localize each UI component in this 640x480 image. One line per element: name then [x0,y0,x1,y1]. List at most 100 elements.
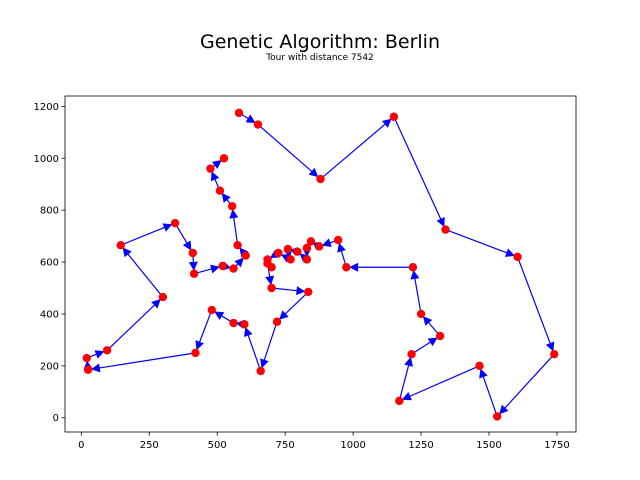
city-point [416,309,426,319]
city-point [283,244,293,254]
tour-arrowhead [321,238,332,247]
city-point [206,164,215,173]
tour-arrowhead [410,270,420,280]
tour-edge [120,226,165,246]
x-tick-label: 1750 [544,440,569,451]
city-point [219,154,229,163]
tour-edge [263,321,278,361]
tour-edge [393,116,442,220]
city-point [191,348,200,358]
tour-edge [284,291,309,315]
tour-edge [414,278,422,315]
y-tick-label: 0 [53,413,59,424]
tour-arrowhead [422,316,433,326]
tour-edge [127,253,164,298]
city-point [256,366,265,376]
city-point [316,174,325,184]
tour-arrowhead [245,114,256,124]
city-points [82,108,559,421]
city-point [227,202,237,211]
tour-edge [233,217,239,246]
tour-edge [199,309,213,343]
x-tick-label: 1500 [476,440,501,451]
x-tick-label: 1000 [340,440,365,451]
city-point [302,255,312,264]
tour-arrowhead [122,247,132,258]
tour-arrowhead [188,261,198,271]
tour-arrowhead [211,159,222,169]
city-point [170,218,180,228]
tour-arrowhead [436,217,445,228]
city-point [215,186,225,195]
city-point [492,412,502,421]
tour-edge [106,304,155,351]
city-point [274,248,283,258]
x-tick-label: 750 [276,440,295,451]
tour-edge [257,124,313,172]
city-point [306,237,316,246]
city-point [189,269,199,278]
tour-arrowhead [182,240,192,251]
y-tick-label: 200 [40,361,59,372]
tour-arrowhead [504,248,515,257]
tour-arrowhead [90,363,101,373]
tour-arrowhead [404,356,413,367]
plot-area [82,108,559,421]
y-tick-label: 1000 [34,154,59,165]
city-point [233,240,242,250]
city-point [218,261,227,271]
tour-arrowhead [260,358,269,369]
city-point [229,264,238,273]
city-point [342,263,351,272]
city-point [229,318,238,328]
tour-arrowhead [545,341,555,352]
chart-title: Genetic Algorithm: Berlin [200,31,440,53]
city-point [234,108,244,118]
city-point [304,287,313,297]
city-point [314,242,324,251]
tour-edge [99,352,196,369]
tour-edge [398,365,410,402]
tour-edge [271,287,297,292]
x-tick-label: 1250 [408,440,433,451]
city-point [407,349,416,359]
city-point [513,252,522,262]
y-tick-label: 400 [40,309,59,320]
city-point [408,263,418,272]
y-tick-label: 1200 [34,102,59,113]
axes-frame [64,95,577,433]
city-point [389,112,399,121]
tour-arrowhead [244,326,253,337]
tour-arrowhead [210,171,220,182]
tour-arrowhead [214,311,225,320]
x-tick-label: 250 [140,440,159,451]
tour-edge [445,229,508,254]
city-point [550,349,559,359]
city-point [267,283,276,293]
city-point [302,243,312,252]
x-tick-label: 500 [208,440,227,451]
tour-arrowhead [381,118,392,128]
y-axis: 0 200 400 600 800 1000 1200 [34,102,65,424]
tour-arrowhead [210,264,220,274]
tour-arrowhead [279,310,289,320]
y-tick-label: 600 [40,258,59,269]
tour-arrowhead [337,242,346,253]
tour-arrowhead [265,275,275,286]
tour-edge [320,123,386,180]
tour-arrowhead [229,209,239,219]
tour-arrowhead [308,167,319,178]
tour-arrowhead [151,299,161,309]
city-point [286,255,295,264]
city-point [158,292,168,302]
tour-arrowhead [221,192,231,203]
city-point [116,240,125,250]
tour-arrowhead [427,337,438,347]
tour-edge [516,256,551,344]
tour-arrowhead [499,404,509,415]
city-point [82,353,91,363]
tour-arrowhead [349,262,359,272]
tour-edge [409,365,480,397]
tour-edge [482,376,498,417]
